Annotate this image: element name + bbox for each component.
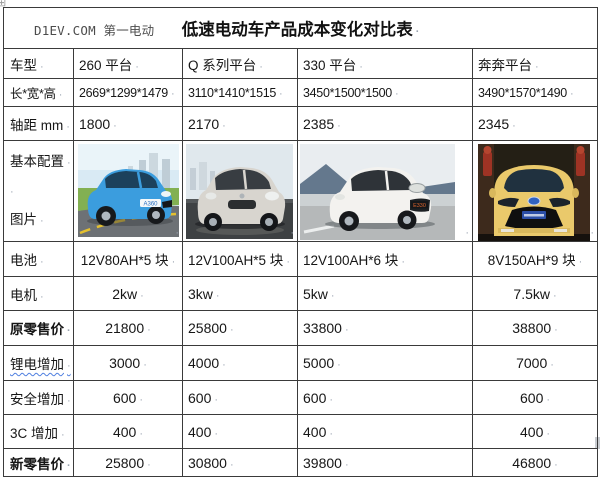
value-cell: 400: [520, 424, 550, 440]
value-cell: 46800: [512, 455, 558, 471]
value-cell: 2170: [188, 116, 226, 132]
row-motor: 电机 2kw 3kw 5kw 7.5kw: [3, 276, 599, 311]
cell-mark: ·: [465, 227, 469, 239]
row-images: 基本配置 图片: [3, 140, 599, 242]
value-cell: 330 平台: [303, 58, 363, 73]
value-cell: 39800: [303, 455, 349, 471]
value-cell: 12V100AH*6 块: [303, 253, 405, 268]
row-new-price: 新零售价 25800 30800 39800 46800: [3, 448, 599, 477]
row-battery: 电池 12V80AH*5 块 12V100AH*5 块 12V100AH*6 块…: [3, 241, 599, 277]
page-title: 低速电动车产品成本变化对比表: [182, 21, 420, 39]
title-row: D1EV.COM 第一电动 低速电动车产品成本变化对比表: [2, 7, 599, 49]
value-cell: 3110*1410*1515: [188, 86, 282, 100]
value-cell: Q 系列平台: [188, 58, 263, 73]
watermark-d1ev: D1EV.COM 第一电动: [34, 23, 155, 38]
value-cell: 260 平台: [79, 58, 139, 73]
row-wheelbase: 轴距 mm 1800 2170 2385 2345: [3, 106, 599, 141]
value-cell: 8V150AH*9 块: [488, 253, 582, 268]
cell-mark: ·: [590, 227, 595, 239]
value-cell: 600: [113, 390, 143, 406]
value-cell: 400: [303, 424, 333, 440]
value-cell: 25800: [188, 320, 234, 336]
value-cell: 600: [188, 390, 218, 406]
value-cell: 400: [113, 424, 143, 440]
row-label: 原零售价: [10, 322, 71, 337]
row-safety-add: 安全增加 600 600 600 600: [3, 380, 599, 415]
value-cell: 25800: [105, 455, 151, 471]
value-cell: 4000: [188, 355, 226, 371]
value-cell: 21800: [105, 320, 151, 336]
table-move-handle-icon: ⊞: [0, 0, 7, 9]
row-vehicle-type: 车型 260 平台 Q 系列平台 330 平台 奔奔平台: [3, 48, 599, 79]
value-cell: 3000: [109, 355, 147, 371]
value-cell: 2385: [303, 116, 341, 132]
row-label-config: 基本配置: [10, 150, 70, 170]
car-330-badge: E330: [413, 203, 426, 209]
cell-mark: ·: [175, 227, 179, 239]
value-cell: 3490*1570*1490: [478, 86, 573, 100]
value-cell: 12V80AH*5 块: [81, 253, 175, 268]
value-cell: 400: [188, 424, 218, 440]
value-cell: 33800: [303, 320, 349, 336]
value-cell: 5kw: [303, 286, 335, 302]
row-label: 车型: [10, 58, 44, 73]
row-label: 电机: [10, 288, 44, 303]
car-image-q-series: [186, 144, 293, 239]
value-cell: 5000: [303, 355, 341, 371]
car-image-benben: [478, 144, 590, 241]
value-cell: 2kw: [112, 286, 144, 302]
value-cell: 12V100AH*5 块: [188, 253, 290, 268]
value-cell: 3450*1500*1500: [303, 86, 398, 100]
value-cell: 38800: [512, 320, 558, 336]
row-original-price: 原零售价 21800 25800 33800 38800: [3, 310, 599, 346]
value-cell: 7.5kw: [513, 286, 556, 302]
value-cell: 1800: [79, 116, 117, 132]
cell-mark: ·: [290, 227, 294, 239]
row-label: 电池: [10, 253, 44, 268]
value-cell: 奔奔平台: [478, 58, 539, 73]
cost-comparison-table: D1EV.COM 第一电动 低速电动车产品成本变化对比表 车型 260 平台 Q…: [2, 7, 599, 477]
row-label: 安全增加: [10, 392, 71, 407]
car-260-badge: A360: [143, 202, 158, 208]
row-dimensions: 长*宽*高 2669*1299*1479 3110*1410*1515 3450…: [3, 78, 599, 107]
row-lithium-add: 锂电增加 3000 4000 5000 7000: [3, 345, 599, 381]
value-cell: 7000: [516, 355, 554, 371]
row-label-picture: 图片: [10, 208, 70, 228]
row-3c-add: 3C 增加 400 400 400 400: [3, 414, 599, 449]
row-label: 3C 增加: [10, 426, 65, 441]
value-cell: 600: [303, 390, 333, 406]
car-image-330: E330: [300, 144, 455, 240]
empty-line-mark: [10, 183, 70, 197]
car-image-260: A360: [78, 144, 179, 237]
value-cell: 600: [520, 390, 550, 406]
row-label: 轴距 mm: [10, 118, 70, 133]
value-cell: 30800: [188, 455, 234, 471]
row-label: 锂电增加: [10, 357, 71, 372]
row-label: 长*宽*高: [10, 87, 62, 101]
value-cell: 3kw: [188, 286, 220, 302]
row-label: 新零售价: [10, 457, 71, 472]
value-cell: 2669*1299*1479: [79, 86, 174, 100]
value-cell: 2345: [478, 116, 516, 132]
